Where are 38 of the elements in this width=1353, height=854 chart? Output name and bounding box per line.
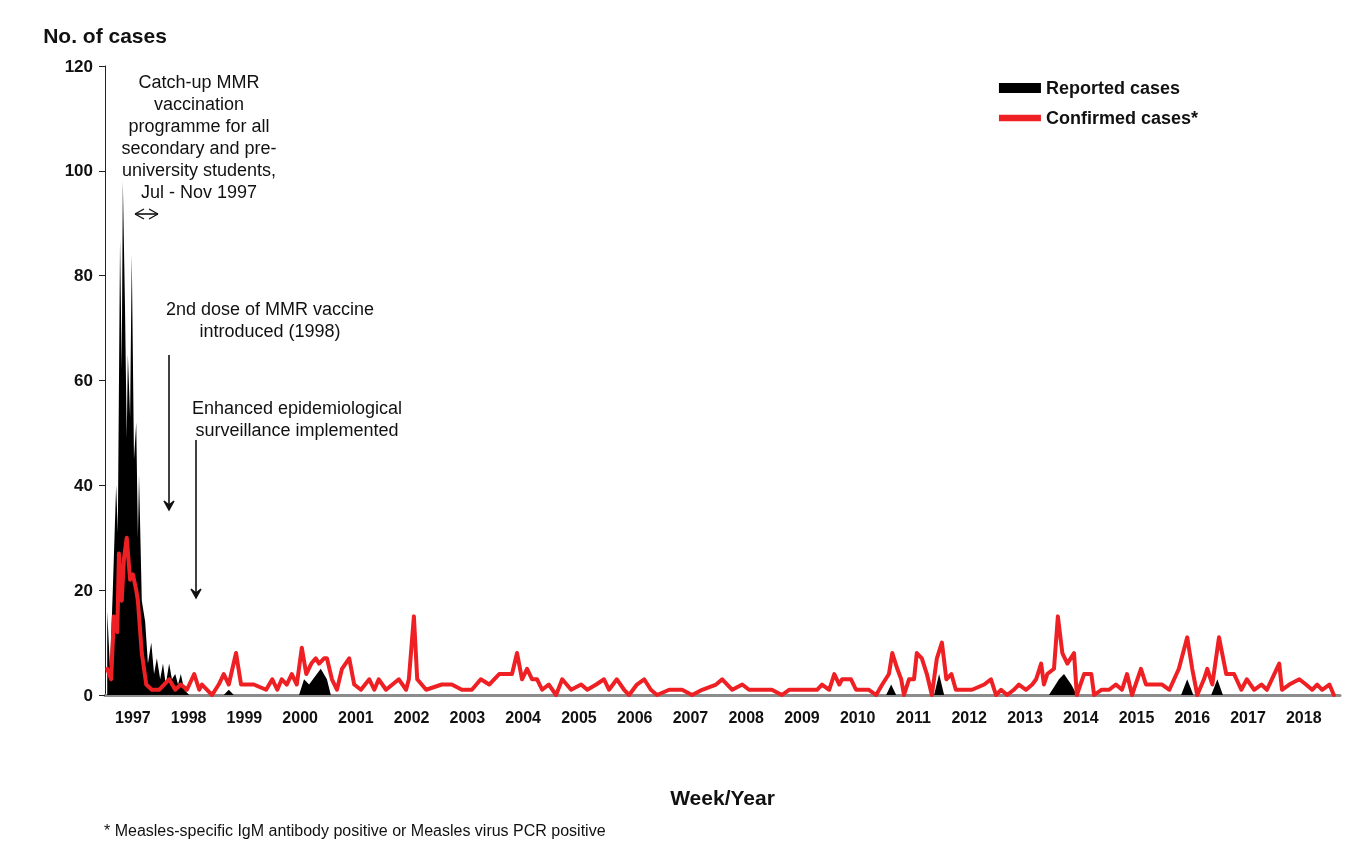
annotation: Enhanced epidemiological surveillance implemented — [190, 397, 404, 441]
x-tick-label: 2012 — [951, 708, 988, 726]
annotation: 2nd dose of MMR vaccine introduced (1998) — [164, 298, 376, 342]
x-tick-label: 2002 — [393, 708, 430, 726]
x-tick-label: 2009 — [784, 708, 820, 726]
x-tick-label: 2017 — [1230, 708, 1266, 726]
x-tick-label: 2000 — [282, 708, 319, 726]
x-tick-label: 2013 — [1007, 708, 1043, 726]
x-tick-label: 2014 — [1062, 708, 1099, 726]
x-tick-label: 1999 — [226, 708, 263, 726]
x-tick-label: 2007 — [672, 708, 709, 726]
x-axis-title: Week/Year — [670, 786, 775, 809]
x-tick-label: 2006 — [616, 708, 653, 726]
annotation: Catch-up MMR vaccination programme for all secondary and pre-university students, Jul - Nov 1997 — [120, 71, 278, 203]
x-tick-label: 2016 — [1174, 708, 1211, 726]
x-tick-label: 2005 — [561, 708, 597, 726]
x-tick-label: 1997 — [115, 708, 151, 726]
x-tick-label: 1998 — [170, 708, 207, 726]
y-tick-label: 100 — [64, 161, 93, 181]
x-tick-label: 2010 — [839, 708, 876, 726]
legend-label: Confirmed cases* — [1045, 108, 1198, 128]
x-tick-label: 2015 — [1118, 708, 1155, 726]
x-tick-label: 2018 — [1285, 708, 1322, 726]
y-tick-label: 0 — [83, 685, 93, 705]
x-tick-label: 2001 — [338, 708, 374, 726]
y-tick-label: 40 — [74, 475, 93, 495]
y-tick-label: 120 — [64, 56, 93, 76]
text: * Measles-specific IgM antibody positive or Measles virus PCR positive — [104, 822, 606, 840]
legend-label: Reported cases — [1045, 78, 1180, 98]
y-tick-label: 60 — [74, 371, 93, 390]
line-series — [105, 535, 1336, 697]
y-tick-label: 20 — [74, 580, 93, 600]
x-tick-label: 2008 — [728, 708, 765, 726]
x-tick-label: 2003 — [449, 708, 486, 726]
x-tick-label: 2011 — [896, 708, 931, 726]
y-tick-label: 80 — [74, 266, 93, 286]
x-tick-label: 2004 — [505, 708, 542, 726]
y-axis-title: No. of cases — [43, 24, 167, 47]
